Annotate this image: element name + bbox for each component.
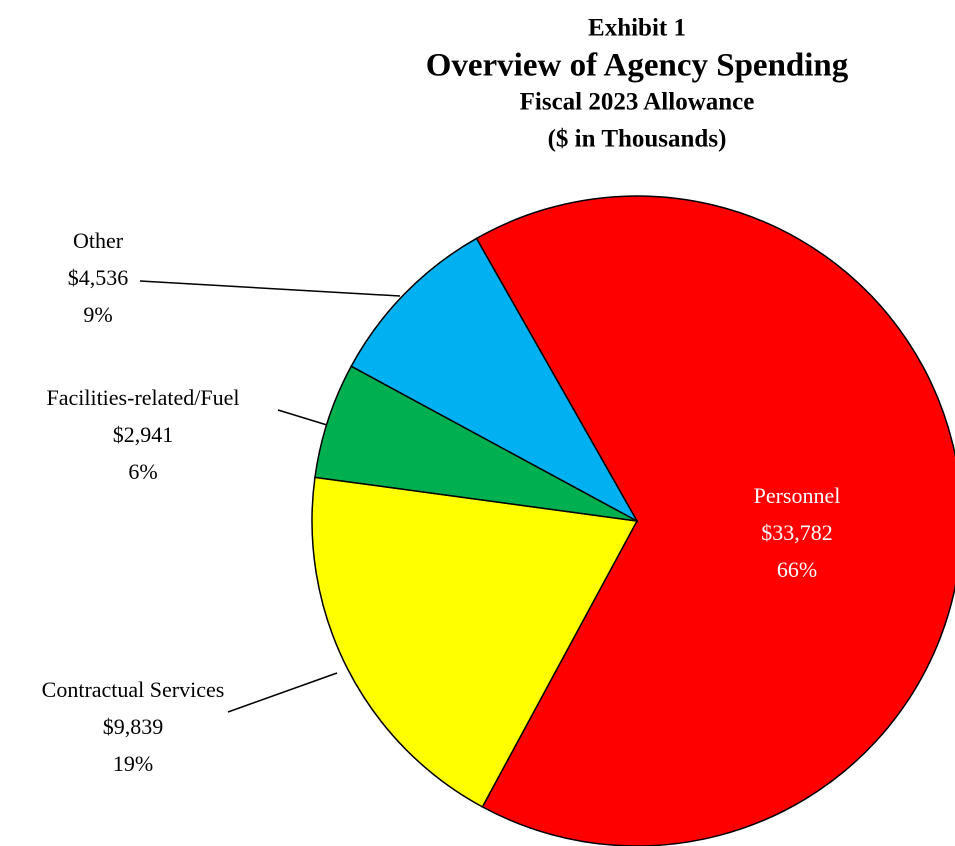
slice-value-label: $2,941 [113,422,174,447]
chart-subtitle: Fiscal 2023 Allowance [520,89,755,116]
slice-percent-label: 9% [83,302,112,327]
slice-name: Personnel [754,483,841,508]
slice-percent-label: 6% [128,459,157,484]
slice-name: Other [73,228,124,253]
slice-name: Facilities-related/Fuel [46,385,239,410]
chart-label: Exhibit 1 [588,15,686,42]
chart-title: Overview of Agency Spending [426,48,849,84]
slice-percent-label: 66% [777,557,817,582]
slice-value-label: $33,782 [761,520,833,545]
leader-line [227,672,338,713]
leader-line [139,280,401,297]
slice-value-label: $9,839 [103,714,164,739]
slice-percent-label: 19% [113,751,153,776]
leader-line [277,409,328,426]
slice-name: Contractual Services [42,677,225,702]
chart-units: ($ in Thousands) [548,126,727,153]
pie-slice [350,237,639,523]
pie-slice [311,476,639,808]
slice-value-label: $4,536 [68,265,129,290]
pie-slice [475,195,955,846]
